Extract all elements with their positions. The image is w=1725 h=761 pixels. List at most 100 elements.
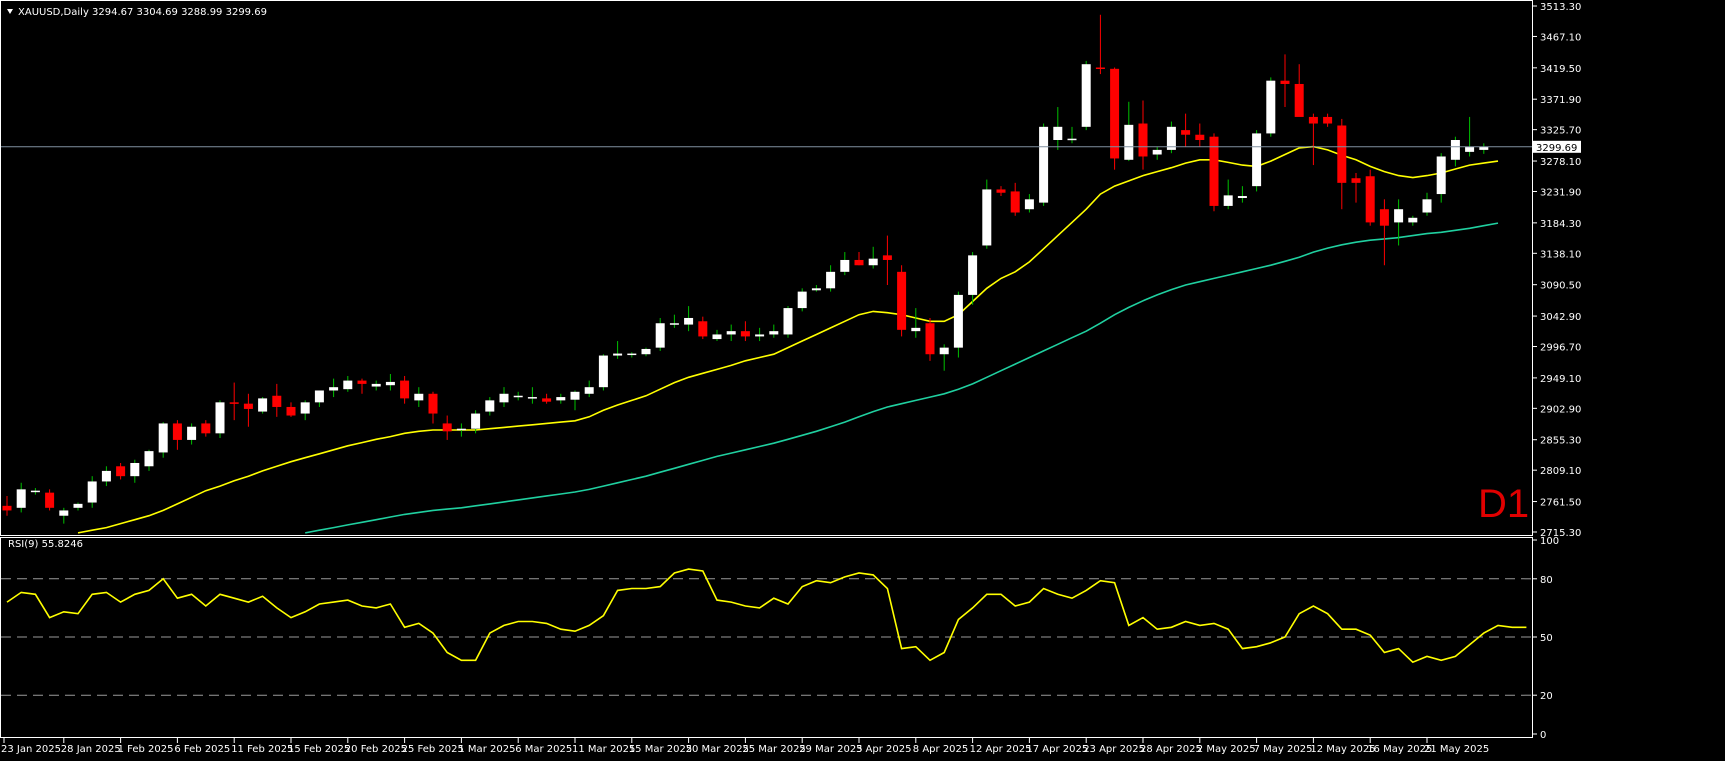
candle [1266,77,1276,137]
candle [1024,194,1034,213]
candle-body [172,423,182,440]
price-tick-label: 2949.10 [1540,374,1581,385]
candle [939,344,949,371]
rsi-tick-label: 80 [1540,575,1553,586]
candle [613,341,623,359]
candle-body [371,383,381,387]
slow-moving-average [305,222,1499,534]
candle [769,324,779,338]
candle-body [87,481,97,503]
price-tick-label: 3231.90 [1540,187,1581,198]
candle [627,352,637,358]
candle [1209,133,1219,212]
candle [854,252,864,266]
time-tick-label: 6 Feb 2025 [174,744,230,755]
collapse-triangle-icon[interactable] [7,9,13,14]
candle-body [1166,126,1176,150]
price-tick-label: 3138.10 [1540,249,1581,260]
candle [144,449,154,471]
candle-body [229,402,239,404]
candle [59,507,69,524]
candle [840,252,850,276]
candle-body [1379,209,1389,226]
candle [684,306,694,332]
candle-body [968,255,978,295]
candle-body [598,355,608,388]
candle [286,402,296,417]
candle [471,410,481,434]
candle-body [613,353,623,356]
time-tick-label: 12 May 2025 [1310,744,1375,755]
price-tick-label: 2761.50 [1540,498,1581,509]
candle [1081,60,1091,131]
fast-ma-line [77,145,1499,534]
candle [1465,116,1475,157]
candle-body [1394,209,1404,223]
candle-body [1024,199,1034,210]
candle-body [130,462,140,477]
candle-body [144,451,154,467]
price-tick-label: 3371.90 [1540,95,1581,106]
candle [584,380,594,398]
candlesticks [2,14,1489,524]
candle-body [158,423,168,453]
candle [243,393,253,427]
candle-body [925,323,935,355]
price-tick-label: 2809.10 [1540,466,1581,477]
candle [1280,54,1290,108]
main-price-panel: XAUUSD,Daily 3294.67 3304.69 3288.99 329… [0,0,1581,539]
candle-body [627,353,637,356]
time-tick-label: 8 Apr 2025 [913,744,968,755]
candle [30,488,40,495]
symbol-label: XAUUSD,Daily [18,7,89,18]
candle [655,317,665,351]
time-tick-label: 6 Mar 2025 [515,744,572,755]
time-tick-label: 2 May 2025 [1197,744,1256,755]
candle [116,462,126,480]
candle [400,375,410,404]
candle [314,390,324,407]
candle [272,383,282,417]
candle-body [542,398,552,402]
candle-body [1067,138,1077,141]
candle-body [982,189,992,246]
candle [570,390,580,411]
candle [16,482,26,513]
candle [1138,100,1148,170]
candle [45,489,55,511]
candle [1337,118,1347,210]
price-tick-label: 3419.50 [1540,64,1581,75]
candle-body [1209,136,1219,206]
candle-body [286,406,296,416]
candle [1053,107,1063,150]
last-price-tag: 3299.69 [1533,140,1581,154]
candle-body [357,380,367,384]
candle-body [1039,126,1049,203]
candle-body [1436,156,1446,195]
candle [1181,113,1191,147]
rsi-tick-label: 0 [1540,730,1546,741]
candle-body [1053,126,1063,141]
candle [1308,113,1318,166]
candle-body [1450,140,1460,160]
candle [1237,186,1247,203]
time-tick-label: 23 Apr 2025 [1083,744,1145,755]
candle [329,378,339,398]
price-tick-label: 2855.30 [1540,436,1581,447]
candle [229,382,239,421]
candle [485,397,495,416]
candle [414,387,424,407]
candle [826,265,836,292]
price-tick-label: 3184.30 [1540,219,1581,230]
candle [1408,215,1418,226]
rsi-line [6,568,1527,664]
candle-body [740,331,750,337]
time-tick-label: 28 Apr 2025 [1140,744,1202,755]
candle [669,314,679,328]
rsi-panel: RSI(9) 55.8246 100 80 50 20 0 [0,536,1559,741]
candle-body [712,334,722,340]
candle [953,291,963,358]
candle [698,316,708,340]
price-tick-label: 3278.10 [1540,157,1581,168]
candle [1351,172,1361,203]
